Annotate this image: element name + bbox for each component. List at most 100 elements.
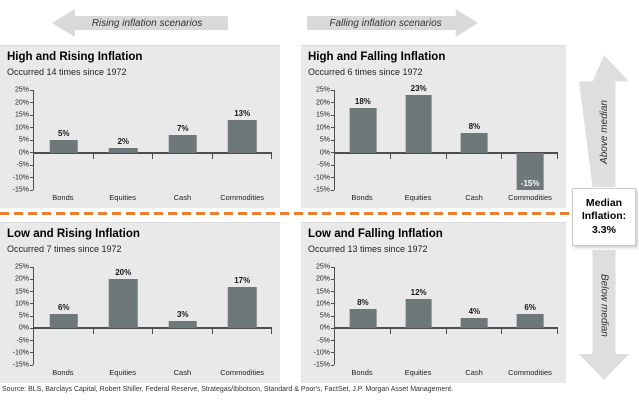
panel-title: High and Rising Inflation xyxy=(7,51,143,63)
x-axis-line xyxy=(34,151,272,154)
bar-slot-cash: 3% xyxy=(153,267,213,365)
category-label-cash: Cash xyxy=(173,368,192,377)
bar-slots: 8% 12% 4% 6% xyxy=(335,267,558,365)
y-axis-tick-label: 20% xyxy=(315,99,330,106)
y-axis-tick-mark xyxy=(331,177,334,178)
y-axis-tick-mark xyxy=(30,139,33,141)
y-axis-tick-label: 0% xyxy=(319,149,330,156)
bar-slots: 18% 23% 8% -15% xyxy=(335,84,558,190)
y-axis-tick-mark xyxy=(331,303,334,305)
x-axis-tick-mark xyxy=(501,153,503,159)
bar-slots: 6% 20% 3% 17% xyxy=(34,267,272,365)
bar-slot-equities: 20% xyxy=(94,267,154,365)
y-axis: 25% 20% 15% 10% 5% 0% -5% -10% -15% xyxy=(306,264,332,369)
bar-value-label: -15% xyxy=(520,179,540,188)
bar-commodities: 13% xyxy=(227,109,257,153)
y-axis: 25% 20% 15% 10% 5% 0% -5% -10% -15% xyxy=(306,87,332,194)
panel-title: High and Falling Inflation xyxy=(308,51,446,63)
source-text: Source: BLS, Barclays Capital, Robert Sh… xyxy=(2,386,453,393)
y-axis-tick-mark xyxy=(331,352,334,354)
y-axis-tick-mark xyxy=(30,315,33,317)
y-axis-tick-mark xyxy=(30,303,33,305)
bar-value-label: 17% xyxy=(234,275,251,285)
x-axis-tick-mark xyxy=(271,329,272,335)
category-label-equities: Equities xyxy=(109,368,136,377)
y-axis-tick-mark xyxy=(30,189,33,191)
y-axis-tick-mark xyxy=(331,266,334,268)
y-axis-tick-label: 5% xyxy=(18,312,29,320)
bar-value-label: 20% xyxy=(115,268,132,278)
bar-slot-commodities: 6% xyxy=(502,267,558,365)
y-axis: 25% 20% 15% 10% 5% 0% -5% -10% -15% xyxy=(5,86,31,194)
y-axis-tick-label: 10% xyxy=(14,124,29,131)
bar-value-label: 3% xyxy=(176,309,189,319)
x-axis-line xyxy=(335,151,558,154)
plot-area: 6% 20% 3% 17% xyxy=(30,266,272,366)
category-labels: Bonds Equities Cash Commodities xyxy=(334,193,558,206)
bar-value-label: 12% xyxy=(410,287,427,297)
y-axis-tick-label: 15% xyxy=(315,111,330,119)
bar-equities: 2% xyxy=(108,137,138,153)
y-axis-tick-mark xyxy=(30,152,33,153)
rising-scenarios-label: Rising inflation scenarios xyxy=(91,17,203,29)
bar-value-label: 5% xyxy=(57,129,70,138)
x-axis-tick-mark xyxy=(271,153,272,159)
median-divider-line xyxy=(0,212,572,215)
category-label-commodities: Commodities xyxy=(508,193,552,202)
y-axis-tick-mark xyxy=(30,278,33,280)
bar-slot-bonds: 8% xyxy=(335,267,391,365)
y-axis-tick-label: -5% xyxy=(317,337,330,344)
bar-equities: 20% xyxy=(108,268,138,329)
category-label-cash: Cash xyxy=(465,193,483,202)
y-axis-tick-label: 15% xyxy=(14,288,29,295)
plot-area: 18% 23% 8% -15% xyxy=(331,84,558,191)
x-axis-tick-mark xyxy=(152,153,153,159)
bar-value-label: 8% xyxy=(468,121,481,131)
y-axis-tick-label: -15% xyxy=(12,186,29,194)
y-axis-tick-mark xyxy=(331,340,334,341)
x-axis-tick-mark xyxy=(211,153,213,159)
y-axis-tick-mark xyxy=(331,327,334,329)
bar-slot-bonds: 18% xyxy=(335,90,391,190)
y-axis-tick-label: 5% xyxy=(319,136,330,144)
category-label-cash: Cash xyxy=(465,368,483,377)
y-axis-tick-mark xyxy=(30,177,33,178)
y-axis-tick-mark xyxy=(30,364,33,366)
y-axis-tick-label: -10% xyxy=(12,349,29,357)
x-axis-tick-mark xyxy=(389,329,391,335)
y-axis-tick-mark xyxy=(30,127,33,128)
bar-slot-commodities: 17% xyxy=(213,267,273,365)
below-median-label: Below median xyxy=(598,273,610,337)
panel-subtitle: Occurred 13 times since 1972 xyxy=(308,244,428,254)
bar-slot-equities: 23% xyxy=(391,84,447,190)
y-axis-tick-label: 10% xyxy=(315,300,330,308)
y-axis-tick-label: 10% xyxy=(315,124,330,131)
y-axis-tick-label: -5% xyxy=(16,337,29,344)
category-label-cash: Cash xyxy=(173,193,192,202)
y-axis-tick-mark xyxy=(30,266,33,268)
bar-equities: 12% xyxy=(405,288,432,329)
y-axis-tick-label: 0% xyxy=(319,324,330,332)
y-axis-tick-label: 25% xyxy=(14,86,29,94)
panel-high-and-falling-inflation: High and Falling Inflation Occurred 6 ti… xyxy=(301,45,566,208)
bar-slot-equities: 2% xyxy=(94,90,154,190)
y-axis-tick-label: 10% xyxy=(14,300,29,308)
y-axis-tick-mark xyxy=(331,291,334,292)
panel-subtitle: Occurred 7 times since 1972 xyxy=(7,244,122,254)
bar-commodities: 17% xyxy=(227,276,257,329)
category-labels: Bonds Equities Cash Commodities xyxy=(33,368,272,381)
bar-chart-low-falling: 25% 20% 15% 10% 5% 0% -5% -10% -15% 8% 12% 4% 6% Bond… xyxy=(306,261,560,381)
bar-slots: 5% 2% 7% 13% xyxy=(34,90,272,190)
bar-commodities: 6% xyxy=(516,303,544,329)
bar-cash: 3% xyxy=(168,310,198,329)
y-axis-tick-label: -15% xyxy=(12,361,29,369)
category-label-bonds: Bonds xyxy=(351,193,373,202)
x-axis-tick-mark xyxy=(92,153,94,159)
x-axis-line xyxy=(34,327,272,330)
panel-title: Low and Falling Inflation xyxy=(308,228,443,240)
plot-area: 8% 12% 4% 6% xyxy=(331,266,558,366)
y-axis-tick-mark xyxy=(331,102,334,103)
bar-bonds: 5% xyxy=(49,129,79,153)
category-label-bonds: Bonds xyxy=(52,368,74,377)
falling-scenarios-label: Falling inflation scenarios xyxy=(329,17,442,29)
